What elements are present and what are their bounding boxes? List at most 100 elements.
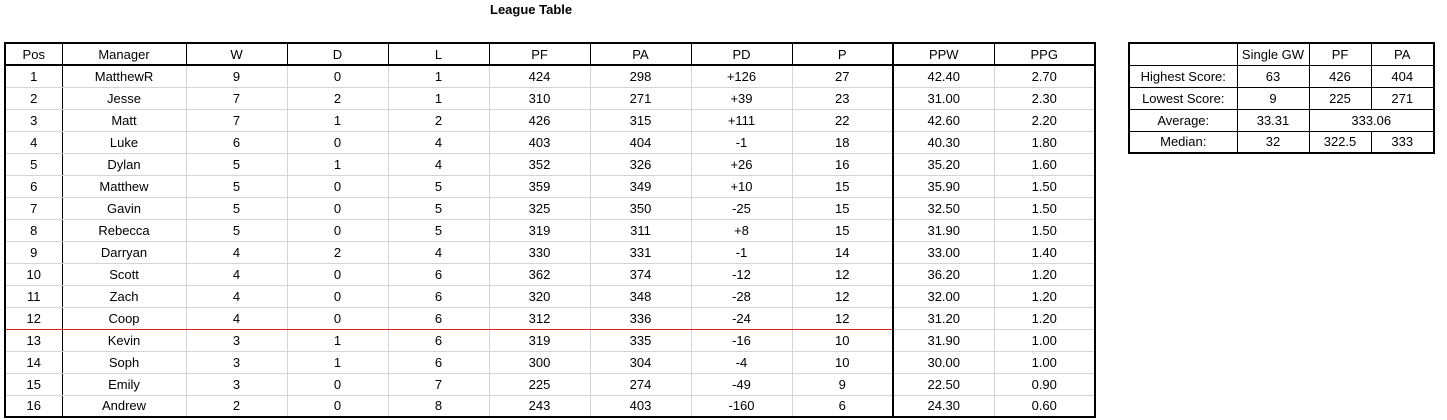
cell-d: 0 (287, 263, 389, 286)
cell-pf: 424 (489, 65, 591, 88)
cell-manager: Jesse (62, 87, 187, 110)
cell-p: 12 (792, 285, 894, 308)
cell-manager: Gavin (62, 197, 187, 220)
cell-pos: 8 (5, 219, 63, 242)
cell-ppg: 1.20 (994, 307, 1096, 330)
cell-manager: Dylan (62, 153, 187, 176)
cell-p: 16 (792, 153, 894, 176)
cell-ppw: 31.20 (892, 307, 995, 330)
cell-pf: 243 (489, 395, 591, 417)
cell-w: 3 (186, 329, 288, 352)
stats-header-pa: PA (1371, 43, 1435, 66)
cell-w: 3 (186, 351, 288, 374)
cell-ppw: 33.00 (892, 241, 995, 264)
cell-ppg: 1.60 (994, 153, 1096, 176)
cell-manager: Matthew (62, 175, 187, 198)
cell-pa: 315 (590, 109, 692, 132)
cell-pa: 331 (590, 241, 692, 264)
cell-pd: -1 (691, 241, 793, 264)
stats-pf-pa-merged: 333.06 (1309, 109, 1435, 132)
cell-l: 6 (388, 307, 490, 330)
cell-ppg: 2.30 (994, 87, 1096, 110)
table-row: 9 Darryan 4 2 4 330 331 -1 14 33.00 1.40 (5, 241, 1096, 264)
table-row: 12 Coop 4 0 6 312 336 -24 12 31.20 1.20 (5, 307, 1096, 330)
table-row: 5 Dylan 5 1 4 352 326 +26 16 35.20 1.60 (5, 153, 1096, 176)
cell-pos: 11 (5, 285, 63, 308)
stats-pa: 404 (1371, 65, 1435, 88)
cell-p: 23 (792, 87, 894, 110)
cell-pa: 348 (590, 285, 692, 308)
cell-w: 4 (186, 307, 288, 330)
cell-l: 6 (388, 263, 490, 286)
table-row: 10 Scott 4 0 6 362 374 -12 12 36.20 1.20 (5, 263, 1096, 286)
cell-pa: 335 (590, 329, 692, 352)
cell-pa: 298 (590, 65, 692, 88)
cell-pd: -12 (691, 263, 793, 286)
cell-p: 15 (792, 175, 894, 198)
stats-pf: 322.5 (1309, 131, 1372, 154)
cell-w: 5 (186, 219, 288, 242)
stats-row: Median: 32 322.5 333 (1129, 131, 1435, 154)
stats-header-single-gw: Single GW (1237, 43, 1310, 66)
cell-w: 4 (186, 263, 288, 286)
cell-w: 4 (186, 241, 288, 264)
stats-header-pf: PF (1309, 43, 1372, 66)
table-row: 6 Matthew 5 0 5 359 349 +10 15 35.90 1.50 (5, 175, 1096, 198)
cell-manager: Emily (62, 373, 187, 396)
header-pf: PF (489, 43, 591, 66)
table-row: 7 Gavin 5 0 5 325 350 -25 15 32.50 1.50 (5, 197, 1096, 220)
cell-ppw: 24.30 (892, 395, 995, 417)
cell-l: 4 (388, 131, 490, 154)
cell-ppg: 1.20 (994, 263, 1096, 286)
header-w: W (186, 43, 288, 66)
cell-pd: -1 (691, 131, 793, 154)
cell-pf: 426 (489, 109, 591, 132)
cell-ppw: 40.30 (892, 131, 995, 154)
stats-label: Lowest Score: (1129, 87, 1238, 110)
cell-w: 4 (186, 285, 288, 308)
cell-pos: 10 (5, 263, 63, 286)
table-row: 4 Luke 6 0 4 403 404 -1 18 40.30 1.80 (5, 131, 1096, 154)
cell-p: 12 (792, 263, 894, 286)
cell-pf: 359 (489, 175, 591, 198)
cell-w: 2 (186, 395, 288, 417)
header-ppw: PPW (892, 43, 995, 66)
cell-w: 7 (186, 109, 288, 132)
cell-d: 0 (287, 307, 389, 330)
stats-row: Highest Score: 63 426 404 (1129, 65, 1435, 88)
cell-pd: +126 (691, 65, 793, 88)
cell-pd: +10 (691, 175, 793, 198)
cell-d: 1 (287, 109, 389, 132)
stats-header-blank (1129, 43, 1238, 66)
cell-l: 1 (388, 65, 490, 88)
cell-pd: -28 (691, 285, 793, 308)
cell-l: 5 (388, 219, 490, 242)
cell-manager: Luke (62, 131, 187, 154)
cell-pos: 12 (5, 307, 63, 330)
cell-p: 15 (792, 197, 894, 220)
cell-pos: 5 (5, 153, 63, 176)
cell-pa: 374 (590, 263, 692, 286)
cell-ppg: 1.00 (994, 329, 1096, 352)
cell-pf: 225 (489, 373, 591, 396)
cell-p: 12 (792, 307, 894, 330)
header-pos: Pos (5, 43, 63, 66)
cell-pf: 310 (489, 87, 591, 110)
cell-ppw: 32.00 (892, 285, 995, 308)
stats-single-gw: 63 (1237, 65, 1310, 88)
cell-pa: 404 (590, 131, 692, 154)
cell-ppg: 1.50 (994, 175, 1096, 198)
cell-d: 0 (287, 175, 389, 198)
table-row: 11 Zach 4 0 6 320 348 -28 12 32.00 1.20 (5, 285, 1096, 308)
cell-manager: Darryan (62, 241, 187, 264)
cell-l: 4 (388, 153, 490, 176)
header-d: D (287, 43, 389, 66)
table-row: 14 Soph 3 1 6 300 304 -4 10 30.00 1.00 (5, 351, 1096, 374)
cell-pos: 1 (5, 65, 63, 88)
cell-l: 5 (388, 175, 490, 198)
cell-pf: 312 (489, 307, 591, 330)
cell-ppw: 36.20 (892, 263, 995, 286)
table-row: 1 MatthewR 9 0 1 424 298 +126 27 42.40 2.70 (5, 65, 1096, 88)
cell-d: 0 (287, 197, 389, 220)
cell-ppw: 42.60 (892, 109, 995, 132)
